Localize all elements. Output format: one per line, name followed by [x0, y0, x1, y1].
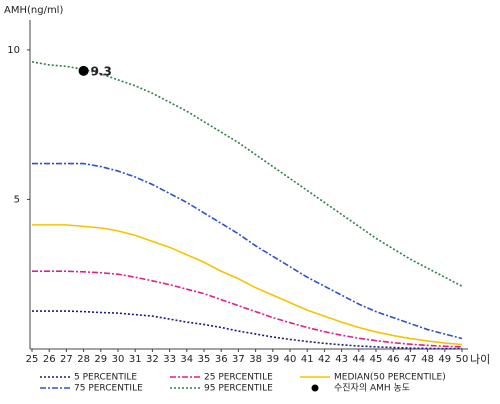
- legend-label: MEDIAN(50 PERCENTILE): [334, 373, 446, 383]
- legend-label: 5 PERCENTILE: [74, 373, 137, 383]
- x-tick-label: 35: [198, 354, 211, 365]
- x-tick-label: 34: [180, 354, 193, 365]
- x-tick-label: 47: [404, 354, 417, 365]
- x-tick-label: 31: [129, 354, 142, 365]
- x-tick-label: 48: [421, 354, 434, 365]
- series-line: [32, 162, 463, 340]
- x-axis-label: 나이: [470, 353, 490, 366]
- x-tick-label: 49: [438, 354, 451, 365]
- series-line: [31, 61, 463, 287]
- series-line: [32, 270, 463, 348]
- x-tick-label: 42: [318, 354, 331, 365]
- data-label: 9.3: [91, 64, 112, 78]
- series-line: [32, 224, 463, 346]
- y-axis-label: AMH(ng/ml): [4, 5, 63, 16]
- x-tick-label: 40: [284, 354, 297, 365]
- legend-label: 수진자의 AMH 농도: [334, 383, 410, 394]
- x-tick-label: 45: [370, 354, 383, 365]
- legend-label: 25 PERCENTILE: [204, 373, 273, 383]
- series-line: [32, 310, 462, 350]
- x-tick-label: 39: [266, 354, 279, 365]
- legend-label: 95 PERCENTILE: [204, 384, 273, 394]
- y-tick-label: 10: [7, 45, 20, 56]
- x-tick-label: 46: [387, 354, 400, 365]
- legend-marker: [311, 384, 319, 392]
- x-tick-label: 37: [232, 354, 245, 365]
- y-tick-label: 5: [14, 194, 20, 205]
- x-tick-label: 25: [26, 354, 39, 365]
- x-tick-label: 29: [94, 354, 107, 365]
- legend-label: 75 PERCENTILE: [74, 384, 143, 394]
- x-tick-label: 36: [215, 354, 228, 365]
- x-tick-label: 41: [301, 354, 314, 365]
- x-tick-label: 27: [60, 354, 73, 365]
- x-tick-label: 44: [352, 354, 365, 365]
- data-point: [78, 65, 89, 76]
- x-tick-label: 30: [112, 354, 125, 365]
- x-tick-label: 26: [43, 354, 56, 365]
- x-tick-label: 28: [77, 354, 90, 365]
- x-tick-label: 50: [456, 354, 469, 365]
- x-tick-label: 33: [163, 354, 176, 365]
- x-tick-label: 38: [249, 354, 262, 365]
- x-tick-label: 32: [146, 354, 159, 365]
- x-tick-label: 43: [335, 354, 348, 365]
